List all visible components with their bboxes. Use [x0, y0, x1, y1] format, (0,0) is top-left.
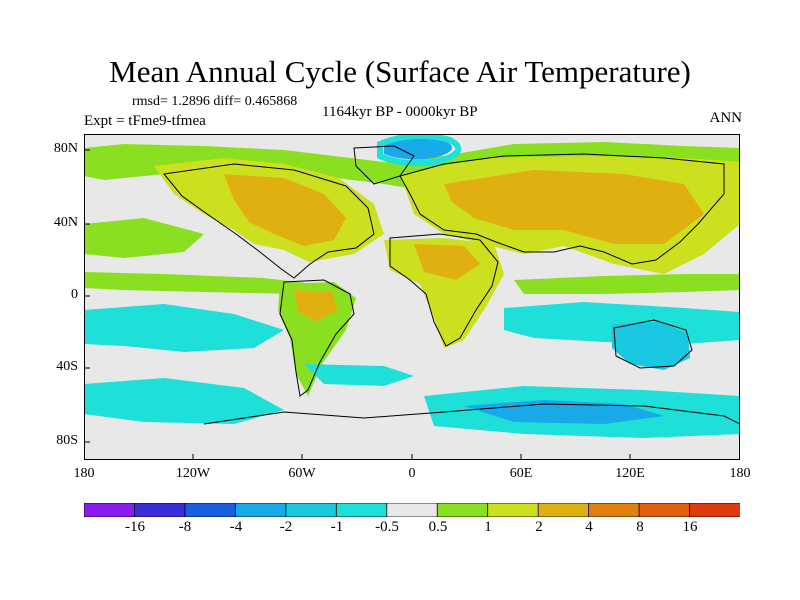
lon-label-180w: 180 — [73, 466, 95, 481]
colorbar-label: -4 — [229, 519, 243, 535]
north-pacific-warm — [84, 218, 204, 258]
colorbar-label: -0.5 — [375, 519, 399, 535]
coastline-africa — [389, 233, 499, 347]
colorbar-label: 16 — [682, 519, 698, 535]
coastline-eurasia — [399, 153, 725, 265]
colorbar-swatch — [285, 503, 338, 517]
lon-label-120e: 120E — [615, 466, 645, 481]
lat-label-40n: 40N — [53, 215, 78, 230]
lat-label-40s: 40S — [56, 359, 78, 374]
south-america-hot — [294, 290, 338, 322]
coastline-antarctica — [203, 403, 740, 425]
page-title: Mean Annual Cycle (Surface Air Temperatu… — [109, 54, 691, 89]
colorbar-swatch — [436, 503, 489, 517]
period-label: 1164kyr BP - 0000kyr BP — [322, 104, 478, 120]
coastline-south-america — [279, 279, 355, 397]
experiment-label: Expt = tFme9-tfmea — [84, 113, 206, 129]
colorbar-label: 0.5 — [428, 519, 448, 535]
lon-label-120w: 120W — [175, 466, 211, 481]
coastline-australia — [613, 319, 693, 369]
colorbar-swatch — [537, 503, 590, 517]
stats-label: rmsd= 1.2896 diff= 0.465868 — [132, 94, 298, 109]
colorbar — [84, 503, 740, 517]
lat-label-80n: 80N — [53, 141, 78, 156]
colorbar-swatch — [234, 503, 287, 517]
tropical-warm-band-east — [514, 274, 740, 294]
colorbar-label: 1 — [484, 519, 492, 535]
colorbar-swatch — [638, 503, 691, 517]
lon-label-60w: 60W — [288, 466, 316, 481]
colorbar-swatch — [588, 503, 640, 517]
arctic-warm-region — [84, 142, 740, 194]
coastline-north-america — [163, 163, 375, 279]
south-atlantic-cool — [304, 364, 414, 386]
lon-label-0: 0 — [408, 466, 416, 481]
colorbar-label: -8 — [178, 519, 192, 535]
colorbar-swatch — [184, 503, 237, 517]
map-ticks — [84, 149, 740, 460]
colorbar-swatch — [487, 503, 540, 517]
south-pacific-cool — [84, 304, 284, 352]
arctic-cool-patch — [384, 137, 452, 160]
colorbar-swatch — [84, 503, 136, 517]
season-label: ANN — [709, 110, 743, 126]
north-america-hot — [224, 174, 346, 246]
colorbar-label: -2 — [279, 519, 293, 535]
colorbar-swatch — [335, 503, 388, 517]
colorbar-swatch — [689, 503, 740, 517]
colorbar-swatch — [386, 503, 439, 517]
lon-label-60e: 60E — [509, 466, 533, 481]
africa-hot — [414, 244, 480, 280]
eurasia-hot — [444, 170, 704, 244]
arctic-cyan-ring — [377, 134, 462, 167]
colorbar-swatch — [134, 503, 186, 517]
colorbar-label: 2 — [535, 519, 543, 535]
lat-label-80s: 80S — [56, 433, 78, 448]
colorbar-label: -16 — [125, 519, 145, 535]
temperature-map — [84, 134, 740, 460]
lon-label-180e: 180 — [729, 466, 751, 481]
tropical-warm-band — [84, 272, 314, 294]
colorbar-label: 8 — [636, 519, 644, 535]
colorbar-label: 4 — [585, 519, 593, 535]
coastlines — [163, 145, 740, 425]
australia-cool — [612, 322, 690, 370]
colorbar-label: -1 — [330, 519, 344, 535]
southern-ocean-cool — [84, 378, 284, 424]
lat-label-0: 0 — [71, 287, 78, 302]
